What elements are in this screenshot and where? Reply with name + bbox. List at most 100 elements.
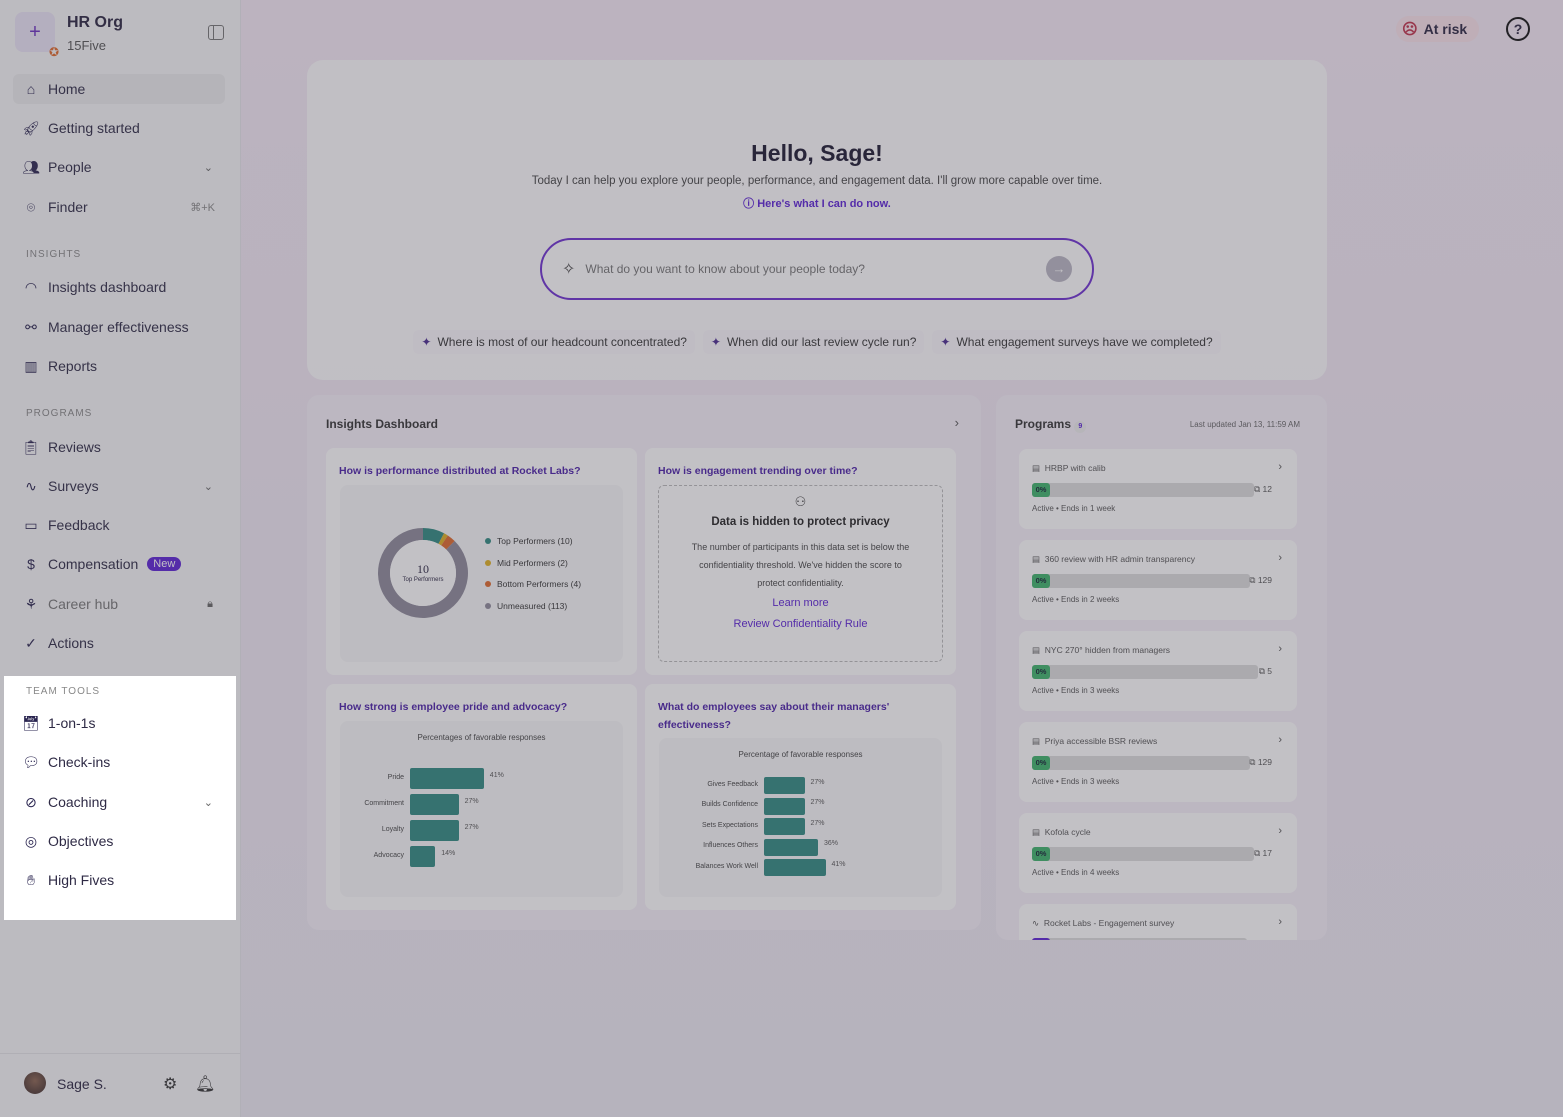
gauge-icon: ◠ bbox=[24, 278, 38, 295]
suggestion-chip[interactable]: ✦ When did our last review cycle run? bbox=[702, 330, 925, 354]
chevron-down-icon[interactable]: ⌄ bbox=[203, 796, 213, 809]
legend-label: Top Performers (10) bbox=[497, 536, 573, 546]
count-value: 17 bbox=[1262, 848, 1272, 858]
compass-icon: ⊘ bbox=[25, 793, 37, 810]
bar-label: Sets Expectations bbox=[701, 821, 758, 829]
program-status: Active • Ends in 1 week bbox=[1032, 504, 1116, 513]
sidebar-item-manager-effectiveness[interactable]: ⚯ Manager effectiveness bbox=[13, 312, 225, 342]
bar-label: Loyalty bbox=[381, 825, 404, 833]
sidebar-item-insights-dashboard[interactable]: ◠ Insights dashboard bbox=[13, 272, 225, 302]
chevron-right-icon[interactable]: › bbox=[1278, 825, 1282, 837]
chevron-right-icon[interactable]: › bbox=[954, 415, 959, 430]
suggestion-chip[interactable]: ✦ What engagement surveys have we complet… bbox=[932, 330, 1221, 354]
bar-value: 41% bbox=[831, 860, 846, 868]
chip-label: When did our last review cycle run? bbox=[726, 335, 917, 349]
program-title: HRBP with calib bbox=[1044, 463, 1106, 473]
send-button[interactable]: → bbox=[1046, 256, 1072, 282]
program-name: ▤ NYC 270° hidden from managers bbox=[1032, 645, 1170, 656]
participant-count: ⧉ 129 bbox=[1249, 757, 1272, 767]
program-card[interactable]: ▤ Priya accessible BSR reviews › 0% ⧉ 12… bbox=[1019, 722, 1297, 802]
sidebar-item-getting-started[interactable]: 🚀︎ Getting started bbox=[13, 113, 225, 143]
collapse-sidebar-icon[interactable] bbox=[208, 25, 224, 40]
sidebar-item-finder[interactable]: ⌾ Finder ⌘+K bbox=[13, 192, 225, 222]
bar bbox=[410, 846, 436, 867]
chevron-down-icon[interactable]: ⌄ bbox=[203, 161, 213, 174]
avatar[interactable] bbox=[24, 1072, 46, 1094]
donut-center-label: Top Performers bbox=[402, 577, 444, 583]
chevron-down-icon[interactable]: ⌄ bbox=[203, 480, 213, 493]
chevron-right-icon[interactable]: › bbox=[1278, 461, 1282, 473]
help-button[interactable]: ? bbox=[1506, 17, 1530, 41]
engagement-card[interactable]: How is engagement trending over time? ⚇ … bbox=[645, 448, 956, 675]
at-risk-icon: ☹ bbox=[1402, 21, 1418, 38]
privacy-text: The number of participants in this data … bbox=[691, 542, 910, 588]
participant-count: ⧉ 5 bbox=[1258, 666, 1272, 676]
ask-input[interactable] bbox=[585, 262, 1046, 276]
insights-dashboard-panel: Insights Dashboard › How is performance … bbox=[307, 395, 981, 930]
sidebar-item-people[interactable]: 👥︎ People ⌄ bbox=[13, 152, 225, 182]
pulse-icon: ∿ bbox=[25, 477, 37, 494]
sidebar-item-career-hub[interactable]: ⚘ Career hub 🔒︎ bbox=[13, 589, 225, 619]
program-card[interactable]: ▤ Kofola cycle › 0% ⧉ 17 Active • Ends i… bbox=[1019, 813, 1297, 893]
learn-more-link[interactable]: Learn more bbox=[772, 597, 829, 609]
bell-icon[interactable]: 🔔︎ bbox=[195, 1076, 216, 1093]
sidebar-item-1-on-1s[interactable]: 📅︎ 1-on-1s bbox=[13, 708, 225, 738]
manager-effectiveness-card[interactable]: What do employees say about their manage… bbox=[645, 684, 956, 910]
sidebar-item-home[interactable]: ⌂ Home bbox=[13, 74, 225, 104]
capabilities-link-text[interactable]: Here's what I can do now. bbox=[757, 198, 891, 210]
review-confidentiality-link[interactable]: Review Confidentiality Rule bbox=[733, 618, 868, 630]
sidebar-item-check-ins[interactable]: 💬︎ Check-ins bbox=[13, 747, 225, 777]
chevron-right-icon[interactable]: › bbox=[1278, 552, 1282, 564]
program-card[interactable]: ▤ NYC 270° hidden from managers › 0% ⧉ 5… bbox=[1019, 631, 1297, 711]
gear-icon[interactable]: ⚙ bbox=[163, 1076, 178, 1093]
chevron-right-icon[interactable]: › bbox=[1278, 643, 1282, 655]
sidebar-item-compensation[interactable]: $ Compensation New bbox=[13, 549, 225, 579]
clipboard-icon: ▤ bbox=[1032, 463, 1041, 473]
bar-value: 36% bbox=[824, 840, 839, 847]
donut-slice bbox=[441, 535, 455, 550]
program-card[interactable]: ▤ 360 review with HR admin transparency … bbox=[1019, 540, 1297, 620]
sidebar-item-actions[interactable]: ✓ Actions bbox=[13, 628, 225, 658]
legend-swatch bbox=[485, 559, 491, 566]
performance-card[interactable]: How is performance distributed at Rocket… bbox=[326, 448, 637, 675]
chevron-right-icon[interactable]: › bbox=[1278, 734, 1282, 746]
capabilities-link[interactable]: ⓘ Here's what I can do now. bbox=[743, 198, 891, 210]
sidebar-item-objectives[interactable]: ◎ Objectives bbox=[13, 826, 225, 856]
greeting: Hello, Sage! bbox=[751, 140, 883, 166]
programs-panel: Programs 9 Last updated Jan 13, 11:59 AM… bbox=[996, 395, 1327, 940]
sidebar-item-surveys[interactable]: ∿ Surveys ⌄ bbox=[13, 471, 225, 501]
sidebar-item-reviews[interactable]: 📋︎ Reviews bbox=[13, 432, 225, 462]
nav-label: Surveys bbox=[48, 478, 99, 494]
programs-title: Programs bbox=[1015, 417, 1072, 431]
donut-chart bbox=[378, 528, 468, 618]
progress-label: 0% bbox=[1032, 847, 1050, 861]
chart-title: Percentages of favorable responses bbox=[417, 733, 546, 742]
program-name: ∿ Rocket Labs - Engagement survey bbox=[1032, 918, 1174, 929]
program-card[interactable]: ▤ HRBP with calib › 0% ⧉ 12 Active • End… bbox=[1019, 449, 1297, 529]
org-logo-button[interactable]: + ✪ bbox=[15, 12, 59, 58]
chip-label: Where is most of our headcount concentra… bbox=[437, 335, 687, 349]
bar-label: Commitment bbox=[364, 799, 404, 807]
sidebar-item-coaching[interactable]: ⊘ Coaching ⌄ bbox=[13, 787, 225, 817]
program-name: ▤ Priya accessible BSR reviews bbox=[1032, 736, 1157, 747]
pride-card[interactable]: How strong is employee pride and advocac… bbox=[326, 684, 637, 910]
chart-container: 10 Top Performers Top Performers (10) Mid… bbox=[340, 485, 623, 662]
user-name: Sage S. bbox=[57, 1076, 107, 1092]
sidebar-item-reports[interactable]: ▥ Reports bbox=[13, 351, 225, 381]
program-card[interactable]: ∿ Rocket Labs - Engagement survey › bbox=[1019, 904, 1297, 940]
suggestion-chip[interactable]: ✦ Where is most of our headcount concentr… bbox=[413, 330, 695, 354]
pulse-icon: ∿ bbox=[1032, 918, 1040, 928]
bar bbox=[764, 838, 818, 856]
at-risk-button[interactable]: ☹ At risk bbox=[1396, 16, 1480, 42]
sidebar-item-high-fives[interactable]: ✋︎ High Fives bbox=[13, 865, 225, 895]
at-risk-label: At risk bbox=[1423, 21, 1468, 37]
chevron-right-icon[interactable]: › bbox=[1278, 916, 1282, 928]
program-status: Active • Ends in 3 weeks bbox=[1032, 686, 1120, 695]
sidebar-item-feedback[interactable]: ▭ Feedback bbox=[13, 510, 225, 540]
nav-label: Manager effectiveness bbox=[48, 319, 189, 335]
nav-label: High Fives bbox=[48, 872, 115, 888]
donut-slice bbox=[423, 528, 445, 544]
bar-label: Pride bbox=[387, 773, 404, 781]
count-value: 129 bbox=[1257, 575, 1272, 585]
